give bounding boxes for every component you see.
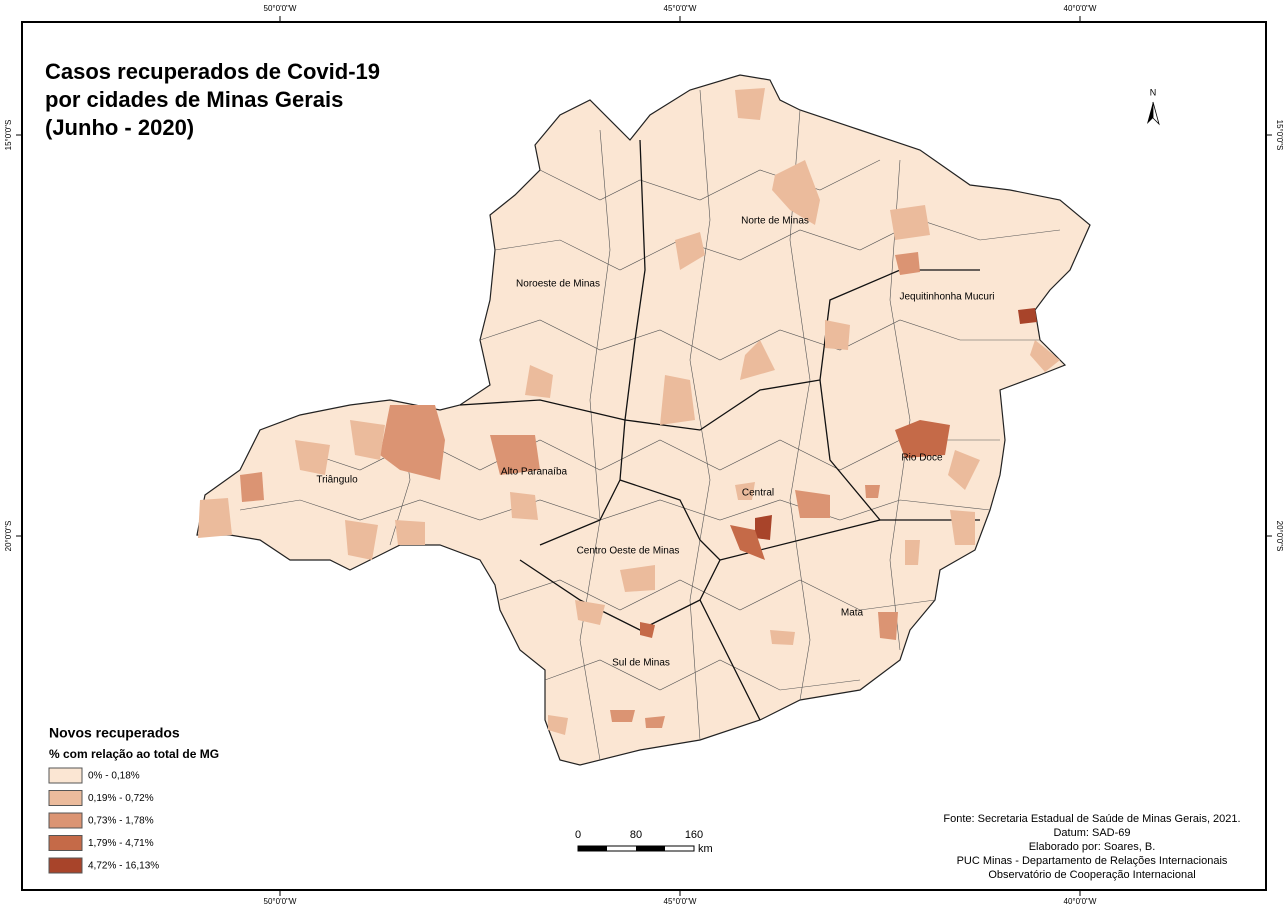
credit-line: PUC Minas - Departamento de Relações Int… [957,855,1228,867]
latitude-label: 20°0'0"S [4,521,13,552]
map-title: por cidades de Minas Gerais [45,87,343,112]
region-label: Centro Oeste de Minas [577,546,680,557]
north-arrow: N [1147,87,1160,126]
latitude-label: 15°0'0"S [4,120,13,151]
longitude-label: 45°0'0"W [664,4,697,13]
region-label: Mata [841,608,864,619]
legend-title: Novos recuperados [49,725,180,741]
scale-tick-label: 80 [630,829,642,841]
legend-swatch [48,812,83,829]
scale-tick-label: 160 [685,829,703,841]
region-label: Noroeste de Minas [516,279,600,290]
legend-swatch [48,835,83,851]
legend-label: 1,79% - 4,71% [88,838,154,849]
region-label: Central [742,488,774,499]
region-label: Rio Doce [901,453,943,464]
map-frame [21,21,1267,891]
longitude-label: 40°0'0"W [1064,897,1097,906]
scale-bar [577,845,695,852]
text-layer: Casos recuperados de Covid-19 por cidades… [4,4,1284,906]
region-label: Alto Paranaíba [501,467,568,478]
legend-label: 0% - 0,18% [88,771,140,782]
highlighted-municipalities [198,88,1060,735]
region-label: Jequitinhonha Mucuri [899,292,994,303]
state-map [196,74,1091,766]
legend-label: 0,73% - 1,78% [88,816,154,827]
legend-swatch [48,857,83,874]
credit-line: Datum: SAD-69 [1053,827,1130,839]
region-label: Norte de Minas [741,216,809,227]
longitude-label: 50°0'0"W [264,897,297,906]
map-title: (Junho - 2020) [45,115,194,140]
legend-swatch [48,790,83,806]
map-title: Casos recuperados de Covid-19 [45,59,380,84]
longitude-label: 40°0'0"W [1064,4,1097,13]
scale-unit: km [698,843,713,855]
longitude-label: 45°0'0"W [664,897,697,906]
longitude-label: 50°0'0"W [264,4,297,13]
scale-tick-label: 0 [575,829,581,841]
latitude-label: 20°0'0"S [1275,521,1284,552]
region-label: Sul de Minas [612,658,670,669]
latitude-label: 15°0'0"S [1275,120,1284,151]
credit-line: Fonte: Secretaria Estadual de Saúde de M… [943,813,1240,825]
legend-subtitle: % com relação ao total de MG [49,747,219,761]
legend-label: 0,19% - 0,72% [88,793,154,804]
region-label: Triângulo [316,475,358,486]
legend-swatch [48,767,83,784]
legend-label: 4,72% - 16,13% [88,861,159,872]
credit-line: Observatório de Cooperação Internacional [988,869,1195,881]
north-label: N [1150,87,1157,97]
credit-line: Elaborado por: Soares, B. [1029,841,1156,853]
